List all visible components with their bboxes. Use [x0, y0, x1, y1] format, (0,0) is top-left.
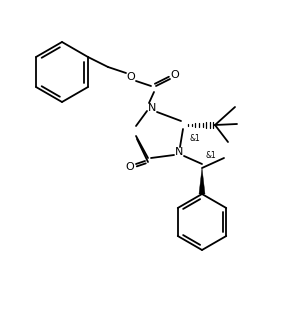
Text: O: O [171, 70, 179, 80]
Text: N: N [148, 103, 156, 113]
Text: &1: &1 [205, 151, 216, 160]
Text: N: N [175, 147, 183, 157]
Polygon shape [199, 168, 205, 194]
Text: O: O [125, 162, 135, 172]
Text: &1: &1 [189, 134, 200, 143]
Text: O: O [127, 72, 135, 82]
